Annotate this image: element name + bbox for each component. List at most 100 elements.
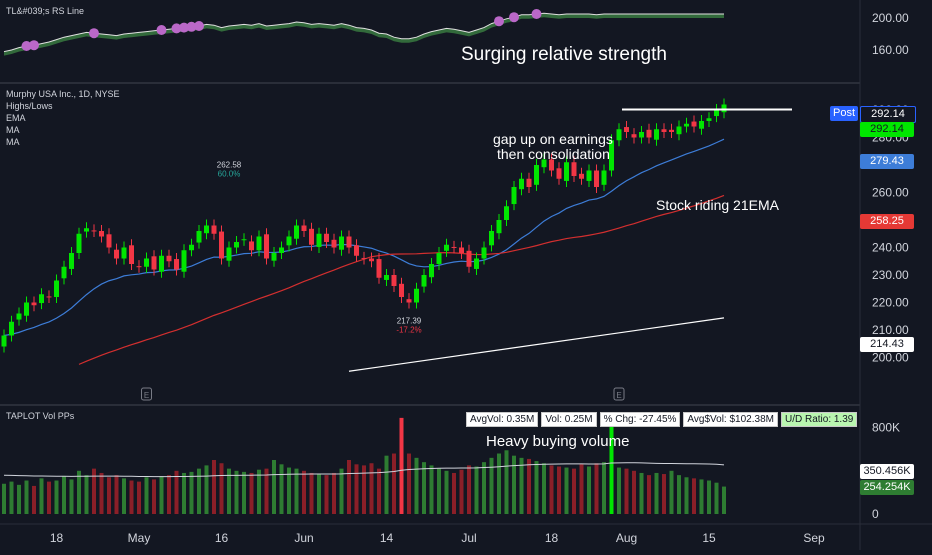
candle-body bbox=[301, 225, 307, 231]
low-pct-label: -17.2% bbox=[396, 326, 421, 335]
volume-bar bbox=[639, 472, 644, 514]
rs-new-high-dot bbox=[494, 16, 504, 27]
candle-body bbox=[1, 335, 7, 347]
candle-body bbox=[24, 302, 29, 316]
candle-body bbox=[669, 129, 674, 132]
volume-stats: AvgVol: 0.35M Vol: 0.25M % Chg: -27.45% … bbox=[466, 412, 858, 427]
candle-body bbox=[181, 250, 187, 272]
candle-body bbox=[294, 225, 299, 239]
rs-new-high-dot bbox=[156, 25, 167, 35]
candle-body bbox=[91, 230, 97, 232]
candle-body bbox=[571, 162, 577, 176]
volume-bar bbox=[407, 453, 411, 514]
time-axis-label: Jul bbox=[461, 531, 476, 545]
candle-body bbox=[331, 239, 337, 248]
volume-bar bbox=[437, 468, 441, 514]
candle-body bbox=[46, 296, 52, 298]
volume-bar bbox=[519, 457, 524, 514]
indicator-ema[interactable]: EMA bbox=[6, 113, 26, 123]
ma-200-line bbox=[348, 317, 725, 372]
volume-bar bbox=[279, 464, 284, 514]
volume-bar bbox=[2, 483, 6, 514]
candle-body bbox=[526, 178, 532, 187]
volume-bar bbox=[527, 458, 531, 514]
candle-body bbox=[406, 299, 412, 303]
candle-body bbox=[271, 253, 277, 261]
ema-annotation: Stock riding 21EMA bbox=[656, 197, 779, 213]
volume-bar bbox=[182, 472, 186, 514]
time-axis-label: Jun bbox=[294, 531, 313, 545]
volume-bar bbox=[54, 480, 59, 514]
volume-bar bbox=[39, 478, 44, 514]
candle-body bbox=[324, 233, 329, 242]
symbol-legend[interactable]: Murphy USA Inc., 1D, NYSE bbox=[6, 89, 120, 99]
high-pct-label: 60.0% bbox=[218, 169, 241, 178]
post-price-tag: 292.14 bbox=[860, 106, 916, 123]
candle-body bbox=[16, 313, 22, 320]
candle-body bbox=[706, 118, 712, 121]
volume-bar bbox=[324, 475, 329, 514]
volume-bar bbox=[669, 470, 674, 514]
volume-bar bbox=[534, 461, 539, 514]
candle-body bbox=[676, 126, 682, 135]
candle-body bbox=[466, 250, 472, 267]
candle-body bbox=[451, 246, 457, 248]
volume-bar bbox=[707, 480, 711, 514]
rs-new-high-dot bbox=[171, 23, 182, 34]
time-axis-label: 18 bbox=[50, 531, 64, 545]
rs-new-high-dot bbox=[194, 21, 204, 31]
candle-body bbox=[564, 162, 569, 181]
volume-bar bbox=[677, 475, 681, 514]
candle-body bbox=[496, 220, 502, 234]
candle-body bbox=[654, 129, 659, 140]
candle-body bbox=[346, 236, 352, 248]
volume-bar bbox=[107, 477, 111, 514]
candle-body bbox=[549, 159, 554, 171]
volume-bar bbox=[587, 466, 591, 514]
avg-volume-tag: 350.456K bbox=[860, 464, 914, 479]
candle-body bbox=[474, 258, 479, 269]
time-axis-label: 15 bbox=[702, 531, 716, 545]
volume-bar bbox=[699, 479, 704, 514]
ma-long-price-tag: 214.43 bbox=[860, 337, 914, 352]
candle-body bbox=[639, 132, 644, 138]
volume-bar bbox=[77, 470, 81, 514]
indicator-ma-long[interactable]: MA bbox=[6, 137, 20, 147]
candle-body bbox=[61, 266, 67, 279]
stat-vol: Vol: 0.25M bbox=[541, 412, 597, 427]
volume-bar bbox=[474, 466, 479, 514]
volume-bar bbox=[347, 460, 351, 514]
gap-annotation-line1: gap up on earnings bbox=[493, 131, 613, 147]
candle-body bbox=[174, 259, 179, 270]
volume-bar bbox=[167, 475, 171, 514]
candle-body bbox=[436, 253, 442, 264]
time-axis-label: May bbox=[128, 531, 151, 545]
indicator-ma-mid[interactable]: MA bbox=[6, 125, 20, 135]
volume-bar bbox=[212, 460, 216, 514]
volume-bar bbox=[399, 417, 404, 514]
candle-body bbox=[136, 266, 142, 268]
candle-body bbox=[504, 206, 509, 220]
volume-bar bbox=[84, 475, 89, 514]
volume-bar bbox=[32, 485, 36, 514]
volume-bar bbox=[287, 467, 291, 514]
candle-body bbox=[39, 294, 44, 304]
volume-bar bbox=[62, 476, 66, 514]
candle-body bbox=[414, 288, 419, 303]
rs-new-high-dot bbox=[509, 12, 519, 23]
candle-body bbox=[361, 257, 367, 259]
candle-body bbox=[144, 258, 149, 267]
candle-body bbox=[31, 302, 37, 306]
volume-bar bbox=[272, 460, 276, 514]
indicator-highs-lows[interactable]: Highs/Lows bbox=[6, 101, 53, 111]
candle-body bbox=[684, 123, 689, 127]
volume-bar bbox=[609, 422, 614, 514]
volume-bar bbox=[602, 462, 606, 514]
volume-bar bbox=[489, 457, 494, 514]
ema-price-tag: 279.43 bbox=[860, 154, 914, 169]
candle-body bbox=[481, 247, 487, 259]
candle-body bbox=[114, 249, 119, 259]
volume-bar bbox=[227, 468, 231, 514]
